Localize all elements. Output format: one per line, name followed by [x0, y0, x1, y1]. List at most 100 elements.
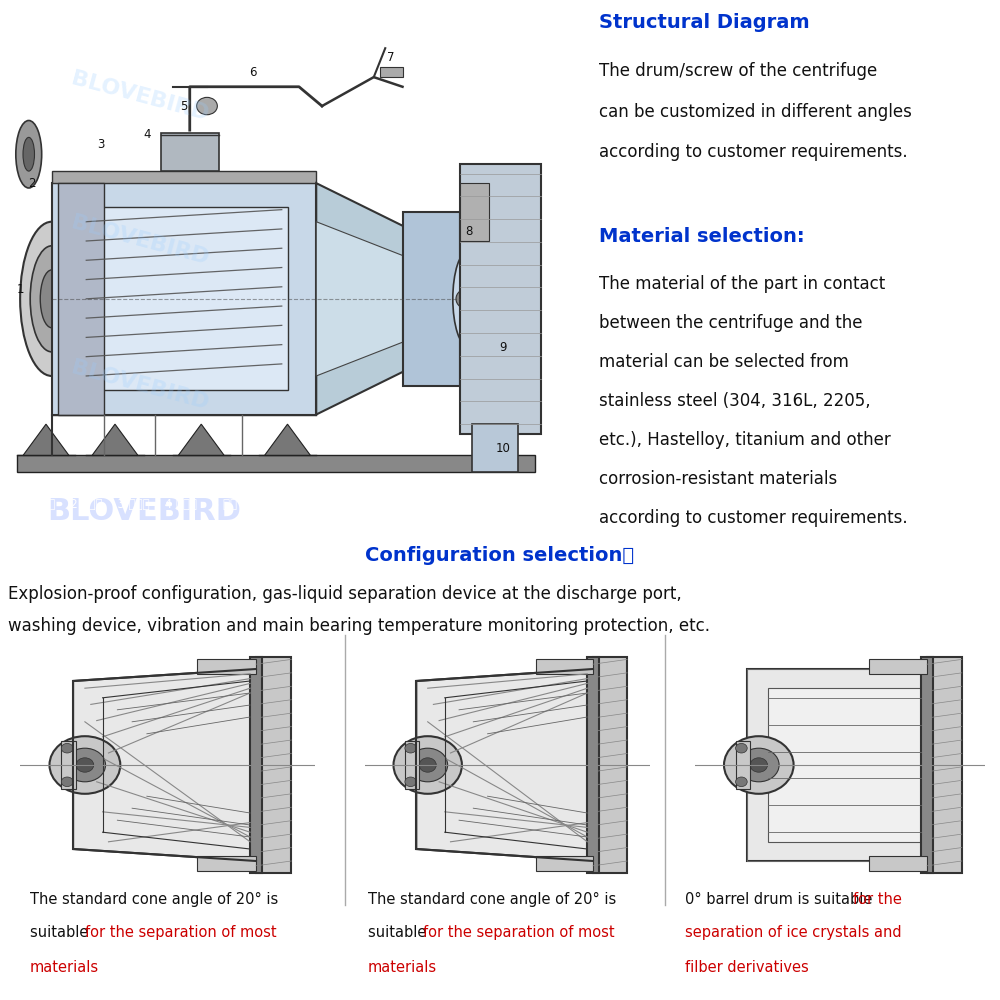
- Text: Material selection:: Material selection:: [599, 227, 805, 246]
- Text: stainless steel (304, 316L, 2205,: stainless steel (304, 316L, 2205,: [599, 392, 871, 410]
- Text: can be customized in different angles: can be customized in different angles: [599, 103, 912, 121]
- Text: 6: 6: [249, 66, 257, 79]
- Text: 10: 10: [496, 442, 511, 455]
- Text: according to customer requirements.: according to customer requirements.: [599, 143, 908, 161]
- Text: according to customer requirements.: according to customer requirements.: [599, 509, 908, 527]
- Text: between the centrifuge and the: between the centrifuge and the: [599, 314, 862, 332]
- Text: Explosion-proof configuration, gas-liquid separation device at the discharge por: Explosion-proof configuration, gas-liqui…: [8, 585, 682, 603]
- Text: for the: for the: [853, 892, 902, 907]
- Text: 1 冷却器    2 皮带轮    3 差速器    4 加油孔    5 转鼓    6 清洗管: 1 冷却器 2 皮带轮 3 差速器 4 加油孔 5 转鼓 6 清洗管: [23, 498, 284, 511]
- Text: BLOVEBIRD: BLOVEBIRD: [47, 496, 241, 526]
- Bar: [402, 212, 460, 386]
- Circle shape: [736, 777, 747, 787]
- Bar: [250, 657, 262, 873]
- Text: 3: 3: [97, 138, 104, 151]
- Circle shape: [736, 743, 747, 753]
- Text: 0° barrel drum is suitable: 0° barrel drum is suitable: [685, 892, 877, 907]
- Circle shape: [738, 748, 779, 782]
- Text: material can be selected from: material can be selected from: [599, 353, 849, 371]
- Circle shape: [61, 777, 73, 787]
- Bar: [197, 856, 256, 871]
- Text: The standard cone angle of 20° is: The standard cone angle of 20° is: [368, 892, 616, 907]
- Bar: [472, 424, 518, 472]
- Text: 7: 7: [387, 51, 395, 64]
- Bar: [747, 669, 927, 861]
- Bar: [405, 741, 419, 789]
- Bar: [460, 183, 489, 241]
- Text: washing device, vibration and main bearing temperature monitoring protection, et: washing device, vibration and main beari…: [8, 617, 710, 635]
- Circle shape: [724, 736, 794, 794]
- Bar: [747, 669, 927, 861]
- Bar: [58, 183, 104, 415]
- Bar: [81, 207, 288, 390]
- Text: separation of ice crystals and: separation of ice crystals and: [685, 925, 902, 940]
- Bar: [927, 657, 962, 873]
- Ellipse shape: [453, 251, 484, 347]
- Polygon shape: [316, 222, 402, 376]
- Text: BLOVEBIRD: BLOVEBIRD: [69, 68, 211, 124]
- Text: 9: 9: [499, 341, 507, 354]
- Polygon shape: [73, 669, 256, 861]
- Text: The standard cone angle of 20° is: The standard cone angle of 20° is: [30, 892, 278, 907]
- Circle shape: [405, 743, 416, 753]
- Bar: [587, 657, 599, 873]
- Ellipse shape: [23, 137, 34, 171]
- Bar: [593, 657, 627, 873]
- Text: filber derivatives: filber derivatives: [685, 960, 809, 975]
- Text: corrosion-resistant materials: corrosion-resistant materials: [599, 470, 837, 488]
- Bar: [536, 659, 593, 674]
- Text: The material of the part in contact: The material of the part in contact: [599, 275, 885, 293]
- Bar: [747, 669, 927, 861]
- Polygon shape: [264, 424, 310, 455]
- Text: BLOVEBIRD: BLOVEBIRD: [69, 213, 211, 269]
- Text: 4: 4: [143, 128, 150, 141]
- Text: Structural Diagram: Structural Diagram: [599, 13, 810, 32]
- Text: 5: 5: [180, 100, 188, 113]
- Bar: [52, 183, 316, 415]
- Text: materials: materials: [368, 960, 437, 975]
- Bar: [17, 455, 535, 472]
- Bar: [869, 856, 927, 871]
- Circle shape: [61, 743, 73, 753]
- Bar: [869, 659, 927, 674]
- Bar: [380, 67, 402, 77]
- Text: BLOVEBIRD: BLOVEBIRD: [69, 358, 211, 414]
- Bar: [197, 659, 256, 674]
- Circle shape: [197, 97, 217, 115]
- Circle shape: [750, 758, 768, 772]
- Circle shape: [405, 777, 416, 787]
- Ellipse shape: [16, 120, 42, 188]
- Text: The drum/screw of the centrifuge: The drum/screw of the centrifuge: [599, 62, 877, 80]
- Circle shape: [64, 748, 106, 782]
- Ellipse shape: [20, 222, 83, 376]
- Bar: [61, 741, 76, 789]
- Circle shape: [76, 758, 94, 772]
- Bar: [747, 669, 927, 861]
- Text: suitable: suitable: [30, 925, 93, 940]
- Bar: [768, 688, 921, 842]
- Polygon shape: [23, 424, 69, 455]
- Text: materials: materials: [30, 960, 99, 975]
- Text: suitable: suitable: [368, 925, 431, 940]
- Circle shape: [419, 758, 436, 772]
- Circle shape: [50, 736, 120, 794]
- Ellipse shape: [30, 246, 73, 352]
- Bar: [52, 171, 316, 183]
- Polygon shape: [416, 669, 593, 861]
- Text: 7 进料管    8 螺旋    9 出料斗    10 出液口: 7 进料管 8 螺旋 9 出料斗 10 出液口: [23, 527, 197, 540]
- Circle shape: [408, 748, 448, 782]
- Text: for the separation of most: for the separation of most: [85, 925, 277, 940]
- Text: 2: 2: [28, 177, 35, 190]
- Polygon shape: [316, 183, 414, 415]
- Text: 1: 1: [16, 283, 24, 296]
- Circle shape: [463, 294, 474, 304]
- Text: Configuration selection：: Configuration selection：: [365, 546, 635, 565]
- Bar: [256, 657, 291, 873]
- Polygon shape: [92, 424, 138, 455]
- Bar: [921, 657, 933, 873]
- Circle shape: [394, 736, 462, 794]
- Bar: [460, 164, 540, 434]
- Ellipse shape: [40, 270, 63, 328]
- Text: for the separation of most: for the separation of most: [423, 925, 615, 940]
- Circle shape: [456, 288, 481, 309]
